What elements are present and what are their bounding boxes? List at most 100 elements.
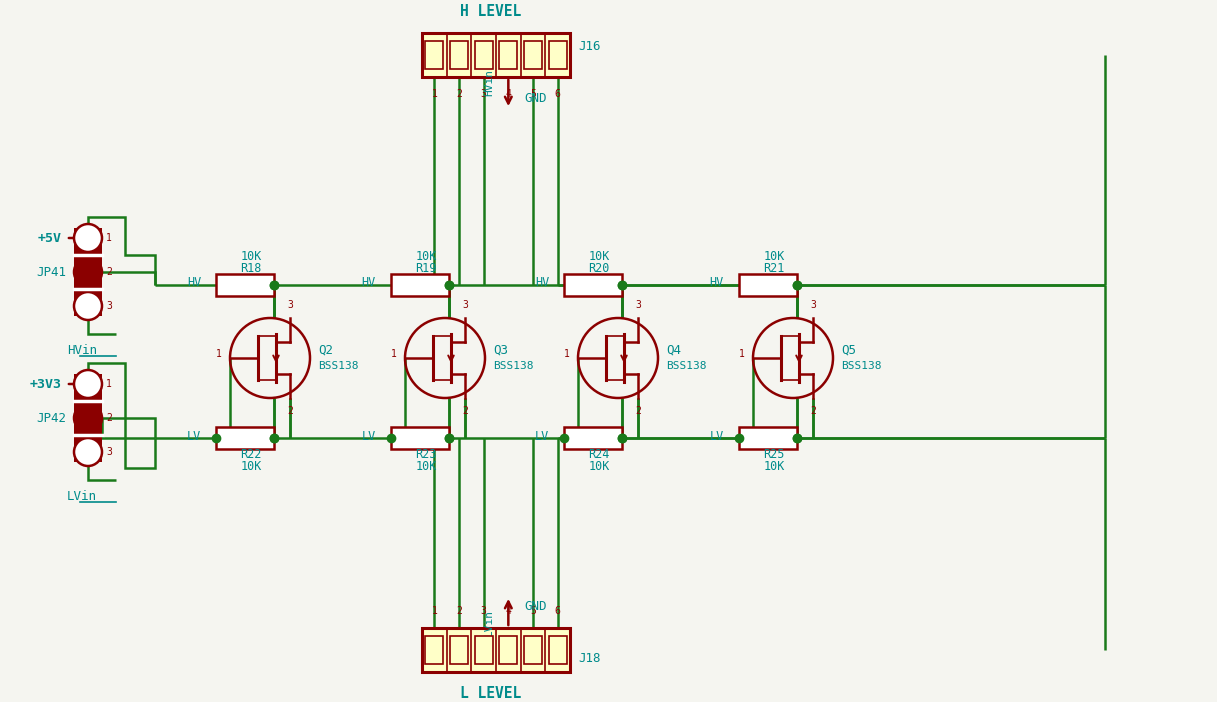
- Text: BSS138: BSS138: [666, 361, 707, 371]
- Text: GND: GND: [525, 600, 546, 613]
- Text: 2: 2: [635, 406, 641, 416]
- Bar: [215, 427, 274, 449]
- Text: 3: 3: [635, 300, 641, 310]
- Text: 1: 1: [431, 606, 437, 616]
- Text: 3: 3: [811, 300, 815, 310]
- Bar: [422, 33, 570, 77]
- Bar: [425, 41, 443, 69]
- Bar: [739, 427, 797, 449]
- Bar: [74, 228, 102, 316]
- Text: HVin: HVin: [484, 69, 494, 95]
- Bar: [450, 636, 469, 664]
- Text: Q3: Q3: [493, 343, 507, 357]
- Text: R25: R25: [763, 448, 785, 461]
- Text: 1: 1: [739, 349, 745, 359]
- Text: BSS138: BSS138: [841, 361, 881, 371]
- Text: 3: 3: [481, 89, 487, 99]
- Bar: [475, 41, 493, 69]
- Text: R21: R21: [763, 262, 785, 275]
- Text: 2: 2: [287, 406, 293, 416]
- Text: 1: 1: [431, 89, 437, 99]
- Text: 6: 6: [555, 606, 561, 616]
- Text: LV: LV: [710, 430, 724, 442]
- Text: R24: R24: [588, 448, 610, 461]
- Text: 10K: 10K: [240, 460, 262, 473]
- Bar: [549, 41, 567, 69]
- Text: 4: 4: [505, 606, 511, 616]
- Text: R18: R18: [240, 262, 262, 275]
- Bar: [422, 628, 570, 672]
- Text: Q4: Q4: [666, 343, 682, 357]
- Text: 5: 5: [531, 89, 535, 99]
- Ellipse shape: [74, 370, 102, 398]
- Text: 4: 4: [505, 89, 511, 99]
- Bar: [391, 427, 449, 449]
- Text: LV: LV: [534, 430, 549, 442]
- Text: 10K: 10K: [415, 250, 437, 263]
- Text: J16: J16: [578, 41, 600, 53]
- Bar: [450, 41, 469, 69]
- Text: 2: 2: [811, 406, 815, 416]
- Text: HV: HV: [534, 277, 549, 289]
- Bar: [475, 636, 493, 664]
- Text: GND: GND: [525, 93, 546, 105]
- Text: 10K: 10K: [240, 250, 262, 263]
- Text: 1: 1: [217, 349, 221, 359]
- Bar: [563, 274, 622, 296]
- Text: 3: 3: [462, 300, 469, 310]
- Text: H LEVEL: H LEVEL: [460, 4, 522, 19]
- Ellipse shape: [74, 258, 102, 286]
- Text: 2: 2: [456, 89, 462, 99]
- Text: 1: 1: [106, 379, 112, 389]
- Text: LVin: LVin: [484, 609, 494, 637]
- Text: R23: R23: [415, 448, 437, 461]
- Text: +3V3: +3V3: [30, 378, 62, 390]
- Bar: [499, 636, 517, 664]
- Text: LV: LV: [186, 430, 201, 442]
- Text: 3: 3: [106, 447, 112, 457]
- Text: LVin: LVin: [67, 490, 97, 503]
- Bar: [549, 636, 567, 664]
- Bar: [425, 636, 443, 664]
- Text: 2: 2: [106, 413, 112, 423]
- Text: 3: 3: [481, 606, 487, 616]
- Text: +5V: +5V: [38, 232, 62, 244]
- Bar: [563, 427, 622, 449]
- Text: 1: 1: [106, 233, 112, 243]
- Text: Q5: Q5: [841, 343, 856, 357]
- Text: JP42: JP42: [37, 411, 66, 425]
- Text: HV: HV: [186, 277, 201, 289]
- Text: 10K: 10K: [588, 460, 610, 473]
- Ellipse shape: [74, 438, 102, 466]
- Text: HVin: HVin: [67, 344, 97, 357]
- Text: HV: HV: [361, 277, 376, 289]
- Text: R19: R19: [415, 262, 437, 275]
- Text: R22: R22: [240, 448, 262, 461]
- Ellipse shape: [74, 404, 102, 432]
- Ellipse shape: [74, 292, 102, 320]
- Text: 10K: 10K: [588, 250, 610, 263]
- Text: 3: 3: [287, 300, 293, 310]
- Text: 6: 6: [555, 89, 561, 99]
- Text: 10K: 10K: [415, 460, 437, 473]
- Text: 2: 2: [456, 606, 462, 616]
- Bar: [739, 274, 797, 296]
- Text: 5: 5: [531, 606, 535, 616]
- Text: JP41: JP41: [37, 265, 66, 279]
- Bar: [215, 274, 274, 296]
- Text: 3: 3: [106, 301, 112, 311]
- Text: 2: 2: [462, 406, 469, 416]
- Text: R20: R20: [588, 262, 610, 275]
- Text: Q2: Q2: [318, 343, 333, 357]
- Bar: [391, 274, 449, 296]
- Text: J18: J18: [578, 651, 600, 665]
- Text: L LEVEL: L LEVEL: [460, 686, 522, 701]
- Text: BSS138: BSS138: [493, 361, 533, 371]
- Bar: [525, 41, 542, 69]
- Text: 10K: 10K: [763, 250, 785, 263]
- Bar: [525, 636, 542, 664]
- Text: LV: LV: [361, 430, 376, 442]
- Text: 10K: 10K: [763, 460, 785, 473]
- Text: 2: 2: [106, 267, 112, 277]
- Bar: [74, 374, 102, 462]
